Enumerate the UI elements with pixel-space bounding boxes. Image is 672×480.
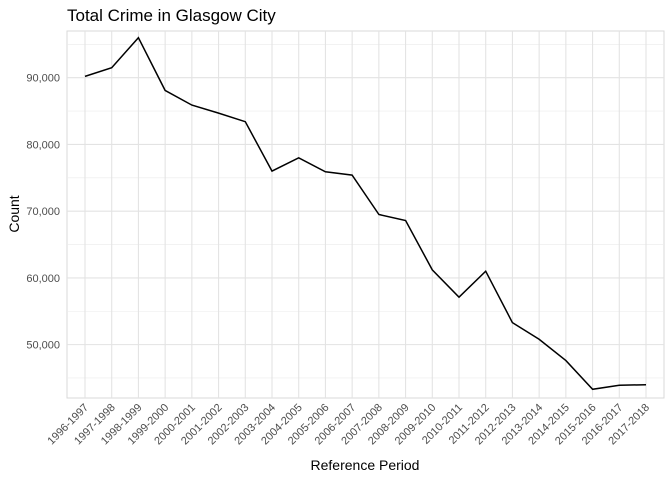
- y-tick-label: 60,000: [26, 273, 60, 285]
- y-tick-label: 50,000: [26, 340, 60, 352]
- x-axis-title: Reference Period: [311, 457, 420, 473]
- series-line: [84, 36, 647, 391]
- y-axis-ticks: 50,000 60,000 70,000 80,000 90,000: [26, 73, 60, 352]
- y-tick-label: 80,000: [26, 139, 60, 151]
- y-axis-title: Count: [6, 195, 22, 232]
- y-tick-label: 90,000: [26, 73, 60, 85]
- grid: [67, 31, 664, 398]
- chart-title: Total Crime in Glasgow City: [67, 6, 276, 25]
- plot-panel: [66, 30, 665, 399]
- x-axis-ticks: 1996-19971997-19981998-19991999-20002000…: [45, 402, 652, 448]
- y-tick-label: 70,000: [26, 206, 60, 218]
